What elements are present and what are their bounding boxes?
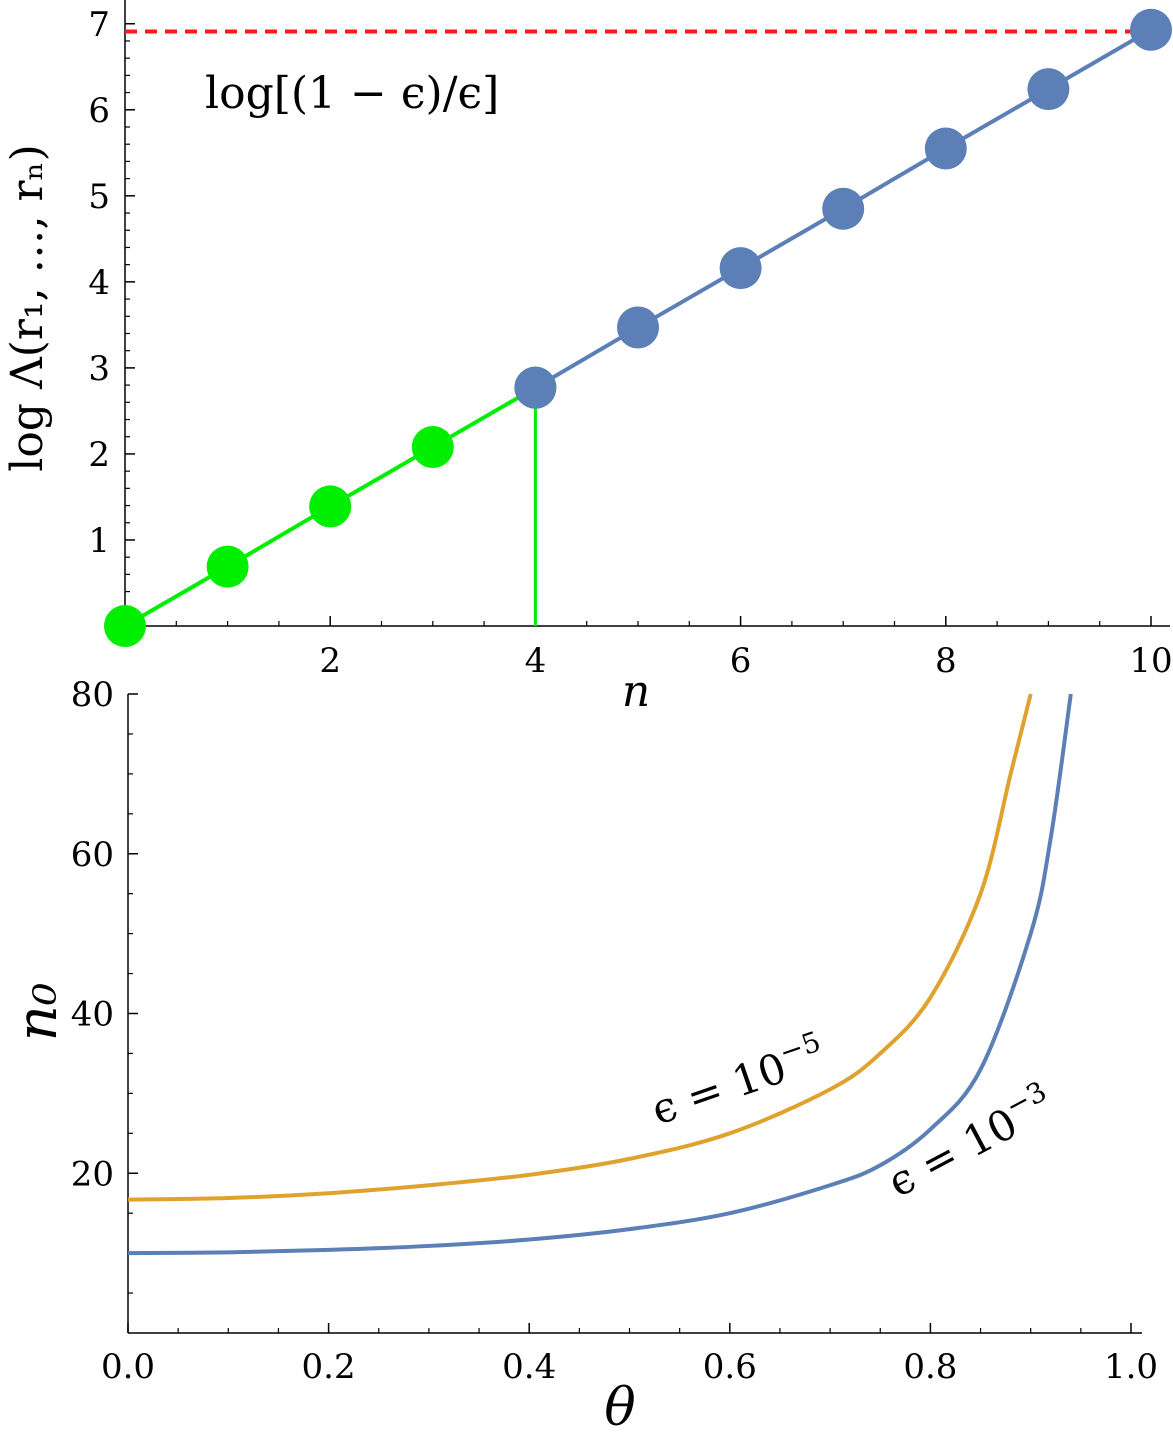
bottom-x-tick-label: 1.0 [1104, 1347, 1158, 1387]
bottom-series-curve-1 [127, 693, 1073, 1256]
top-y-tick-label: 2 [88, 435, 110, 475]
bottom-x-tick-label: 0.4 [502, 1347, 556, 1387]
bottom-xlabel: θ [604, 1378, 635, 1436]
top-y-tick-label: 3 [88, 349, 110, 389]
top-data-point [924, 127, 967, 170]
threshold-label: log[(1 − ϵ)/ϵ] [205, 68, 499, 119]
bottom-y-tick-label: 40 [71, 995, 114, 1035]
top-marks [104, 8, 1172, 647]
bottom-y-tick-label: 80 [71, 675, 114, 715]
top-x-tick-label: 4 [525, 641, 547, 681]
top-x-tick-label: 6 [730, 641, 752, 681]
bottom-x-tick-label: 0.8 [903, 1347, 957, 1387]
top-x-tick-label: 2 [319, 641, 341, 681]
series-label-eps5: ϵ = 10−5 [644, 1025, 832, 1135]
top-data-point [206, 545, 249, 588]
top-data-point [1027, 68, 1070, 111]
top-x-tick-label: 8 [935, 641, 957, 681]
top-y-tick-label: 6 [88, 91, 110, 131]
series-label-eps3-base: ϵ = 10 [880, 1098, 1026, 1206]
series-label-eps5-exp: −5 [775, 1025, 825, 1070]
bottom-series-curve-0 [127, 693, 1033, 1202]
bottom-ylabel: n₀ [5, 983, 70, 1042]
top-y-tick-label: 1 [88, 521, 110, 561]
top-data-point [104, 605, 146, 647]
top-data-point [514, 366, 557, 409]
top-ylabel: log Λ(r₁, …, rₙ) [2, 144, 53, 472]
bottom-marks [127, 693, 1073, 1256]
bottom-x-tick-label: 0.0 [101, 1347, 155, 1387]
series-label-eps5-base: ϵ = 10 [645, 1043, 792, 1135]
top-x-tick-label: 10 [1129, 641, 1172, 681]
bottom-y-tick-label: 20 [71, 1154, 114, 1194]
top-y-tick-label: 7 [88, 5, 110, 45]
bottom-axes: 0.0 0.2 0.4 0.6 0.8 1.0 20 40 60 80 [71, 675, 1158, 1387]
top-data-point [411, 426, 454, 469]
top-data-point [617, 306, 659, 349]
series-label-eps3: ϵ = 10−3 [877, 1075, 1061, 1207]
top-data-point [719, 247, 762, 290]
top-y-tick-label: 4 [88, 263, 110, 303]
top-y-tick-label: 5 [88, 177, 110, 217]
top-data-point [822, 187, 865, 230]
bottom-x-tick-label: 0.2 [302, 1347, 356, 1387]
top-data-point [1130, 8, 1172, 51]
bottom-y-tick-label: 60 [71, 835, 114, 875]
top-xlabel: n [622, 666, 650, 717]
bottom-x-tick-label: 0.6 [703, 1347, 757, 1387]
top-data-point [309, 485, 352, 528]
